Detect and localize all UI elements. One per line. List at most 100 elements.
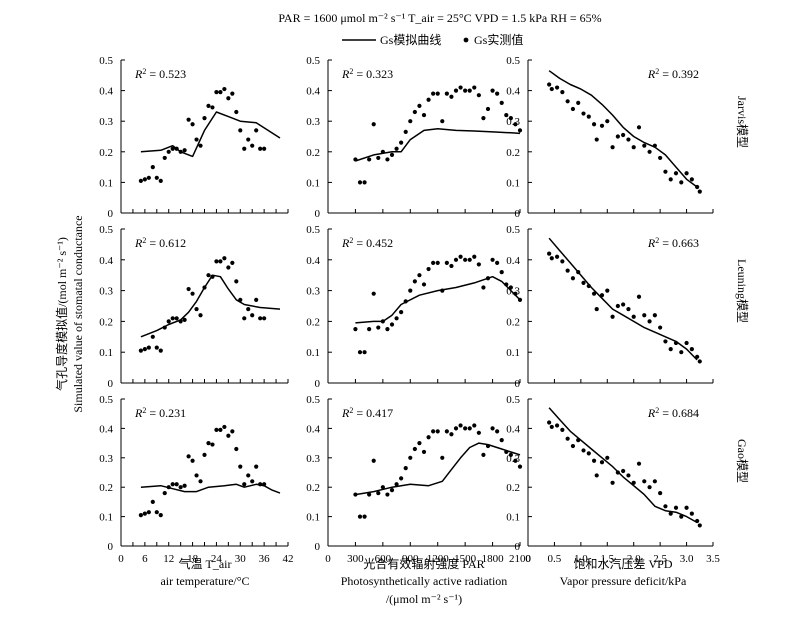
- observed-point: [481, 116, 486, 121]
- y-tick-label: 0.1: [306, 347, 320, 359]
- panel-jarvis-temp: 0 0.1 0.2 0.3 0.4 0.5 R2 = 0.523: [99, 55, 289, 220]
- observed-point: [262, 146, 267, 151]
- observed-point: [150, 499, 155, 504]
- observed-point: [631, 145, 636, 150]
- observed-point: [138, 348, 143, 353]
- observed-point: [626, 473, 631, 478]
- observed-point: [198, 479, 203, 484]
- legend: Gs模拟曲线 Gs实测值: [342, 32, 523, 47]
- observed-point: [431, 260, 436, 265]
- observed-point: [467, 257, 472, 262]
- y-tick-label: 0: [515, 208, 521, 220]
- observed-point: [202, 116, 207, 121]
- x-axis-temp-en: air temperature/°C: [160, 574, 249, 588]
- observed-point: [142, 511, 147, 516]
- observed-point: [586, 451, 591, 456]
- observed-point: [412, 279, 417, 284]
- observed-point: [610, 480, 615, 485]
- observed-point: [408, 288, 413, 293]
- observed-point: [485, 106, 491, 112]
- observed-point: [560, 90, 565, 95]
- observed-point: [508, 452, 513, 457]
- observed-point: [182, 148, 187, 153]
- legend-dots-label: Gs实测值: [474, 32, 523, 47]
- observed-point: [565, 99, 570, 104]
- observed-point: [581, 280, 586, 285]
- y-tick-label: 0.5: [506, 394, 520, 406]
- y-axis-label-cn: 气孔导度模拟值/(mol m⁻² s⁻¹): [54, 237, 69, 391]
- y-tick-label: 0.1: [99, 177, 113, 189]
- observed-point: [435, 260, 440, 265]
- observed-point: [476, 430, 481, 435]
- observed-point: [234, 279, 239, 284]
- observed-point: [570, 106, 576, 112]
- x-tick-label: 0: [325, 553, 331, 565]
- observed-point: [362, 514, 367, 519]
- observed-point: [162, 155, 167, 161]
- observed-point: [421, 449, 427, 455]
- y-tick-label: 0.5: [306, 224, 320, 236]
- observed-point: [663, 169, 668, 174]
- observed-point: [549, 424, 554, 430]
- observed-point: [250, 143, 255, 148]
- x-tick-label: 30: [235, 553, 247, 565]
- y-tick-label: 0.5: [99, 55, 113, 67]
- observed-point: [154, 345, 159, 350]
- observed-point: [547, 82, 552, 87]
- observed-point: [394, 316, 399, 321]
- y-tick-label: 0.5: [99, 224, 113, 236]
- observed-point: [560, 259, 565, 264]
- observed-point: [458, 423, 463, 428]
- observed-point: [376, 325, 381, 330]
- observed-point: [186, 286, 191, 292]
- observed-point: [481, 452, 486, 457]
- y-tick-label: 0.1: [506, 177, 520, 189]
- observed-point: [490, 257, 495, 262]
- observed-point: [621, 132, 626, 138]
- y-tick-label: 0.3: [99, 286, 113, 298]
- observed-point: [658, 155, 663, 161]
- observed-point: [376, 490, 381, 496]
- x-tick-label: 0: [525, 553, 531, 565]
- observed-point: [547, 420, 552, 425]
- observed-point: [230, 260, 235, 265]
- observed-point: [453, 426, 459, 431]
- observed-point: [222, 86, 227, 92]
- observed-point: [399, 476, 404, 481]
- observed-point: [385, 157, 390, 162]
- observed-point: [194, 306, 199, 312]
- y-tick-label: 0: [315, 208, 321, 220]
- model-curve: [548, 70, 698, 188]
- observed-point: [642, 479, 647, 484]
- y-axis-label-en: Simulated value of stomatal conductance: [71, 215, 85, 412]
- observed-point: [631, 480, 636, 485]
- observed-point: [389, 322, 395, 327]
- observed-point: [697, 523, 702, 528]
- y-tick-label: 0.4: [99, 86, 113, 98]
- observed-point: [684, 340, 689, 346]
- row-label-jarvis: Jarvis模型: [735, 96, 749, 148]
- y-tick-label: 0.4: [99, 423, 113, 435]
- panel-leuning-par: 0 0.1 0.2 0.3 0.4 0.5 R2 = 0.452: [306, 224, 523, 390]
- panel-grid: 00.10.20.30.40.5R2 = 0.52300.10.20.30.40…: [99, 55, 720, 565]
- observed-point: [385, 492, 390, 497]
- observed-point: [190, 291, 195, 296]
- observed-point: [146, 510, 151, 515]
- observed-point: [170, 316, 175, 321]
- y-tick-label: 0.3: [306, 453, 320, 465]
- observed-point: [214, 259, 219, 264]
- observed-point: [481, 285, 486, 290]
- x-tick-label: 300: [347, 553, 364, 565]
- observed-point: [472, 254, 477, 259]
- observed-point: [495, 91, 500, 96]
- observed-point: [254, 128, 259, 133]
- observed-point: [554, 423, 560, 428]
- r2-label: R2 = 0.523: [134, 67, 186, 82]
- observed-point: [642, 143, 647, 148]
- y-tick-label: 0: [315, 541, 321, 553]
- observed-point: [142, 177, 147, 182]
- y-tick-label: 0.3: [506, 116, 520, 128]
- observed-point: [389, 152, 395, 157]
- observed-point: [389, 488, 395, 493]
- observed-point: [186, 117, 191, 122]
